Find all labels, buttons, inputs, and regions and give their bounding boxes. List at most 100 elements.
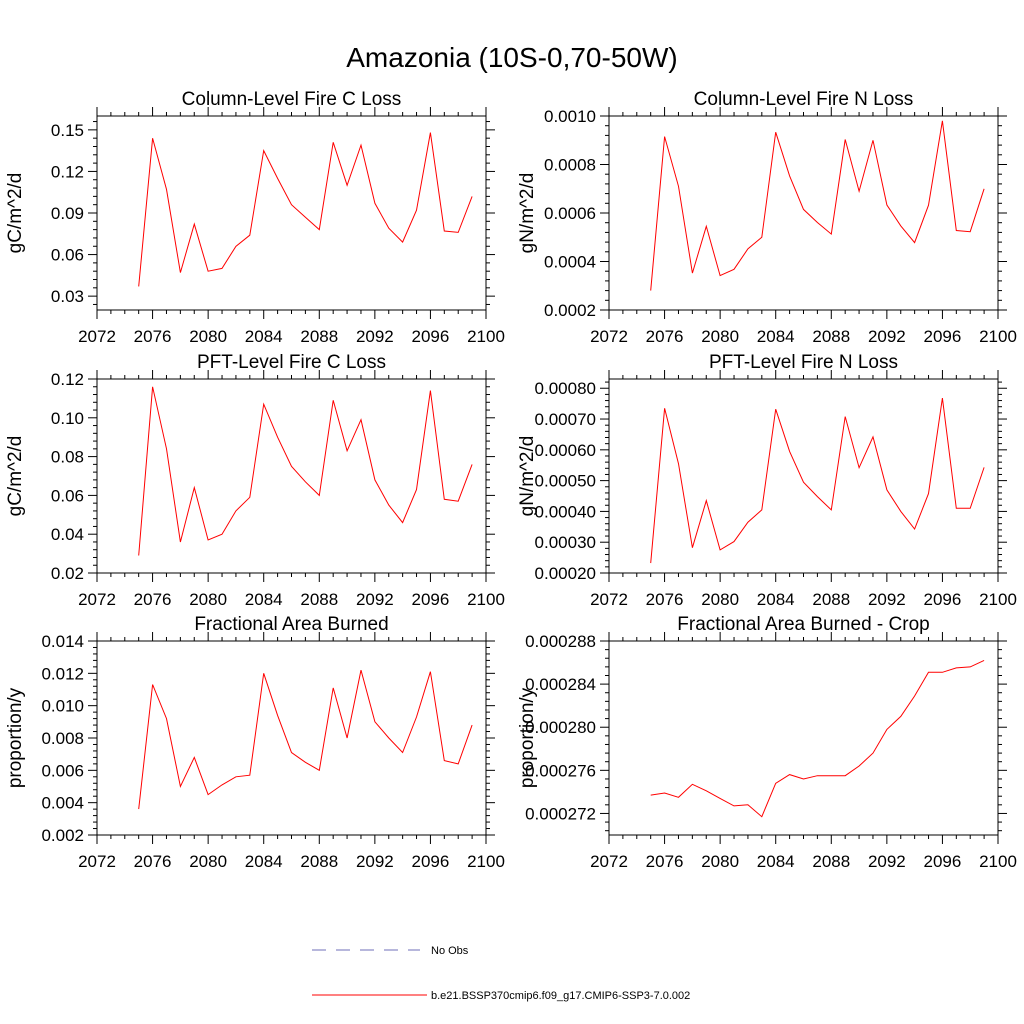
figure-title: Amazonia (10S-0,70-50W) <box>346 42 677 73</box>
chart-1-point <box>208 271 209 272</box>
chart-3-series-line <box>138 386 473 556</box>
chart-3-point <box>180 541 181 542</box>
chart-2-ytick-label: 0.0006 <box>544 204 596 223</box>
chart-4-ylabel: gN/m^2/d <box>517 436 538 517</box>
chart-3-point <box>374 479 375 480</box>
chart-6-point <box>650 795 651 796</box>
chart-6-ytick-label: 0.000272 <box>525 804 596 823</box>
chart-4-point <box>664 408 665 409</box>
chart-6-xtick-label: 2096 <box>924 852 962 871</box>
chart-5-point <box>305 762 306 763</box>
chart-4-point <box>775 409 776 410</box>
chart-3-xtick-label: 2088 <box>300 590 338 609</box>
chart-5-xtick-label: 2100 <box>467 852 505 871</box>
chart-5-point <box>180 786 181 787</box>
chart-4-point <box>859 467 860 468</box>
chart-5-point <box>291 752 292 753</box>
chart-5-ytick-label: 0.008 <box>41 729 84 748</box>
chart-6-point <box>692 784 693 785</box>
chart-3-ytick-label: 0.08 <box>51 448 84 467</box>
chart-3-point <box>458 501 459 502</box>
chart-1-ytick-label: 0.06 <box>51 246 84 265</box>
chart-2-point <box>664 136 665 137</box>
chart-4-point <box>845 416 846 417</box>
chart-6-point <box>664 792 665 793</box>
chart-1-point <box>388 228 389 229</box>
chart-5-ytick-label: 0.010 <box>41 697 84 716</box>
chart-2-point <box>650 290 651 291</box>
chart-2-point <box>928 205 929 206</box>
chart-6-point <box>706 790 707 791</box>
chart-2-point <box>789 175 790 176</box>
chart-3-xtick-label: 2080 <box>189 590 227 609</box>
chart-2-point <box>831 234 832 235</box>
chart-2-point <box>706 226 707 227</box>
chart-4-point <box>900 511 901 512</box>
chart-5-point <box>472 725 473 726</box>
chart-5-point <box>221 784 222 785</box>
chart-4-point <box>886 489 887 490</box>
chart-1-point <box>277 178 278 179</box>
chart-3-point <box>166 448 167 449</box>
chart-3-point <box>319 495 320 496</box>
chart-1-point <box>221 268 222 269</box>
chart-6-point <box>831 775 832 776</box>
chart-4-ytick-label: 0.00030 <box>535 533 596 552</box>
chart-3-xtick-label: 2100 <box>467 590 505 609</box>
chart-2-point <box>886 204 887 205</box>
chart-1-point <box>166 189 167 190</box>
chart-2-point <box>900 225 901 226</box>
chart-4-ytick-label: 0.00060 <box>535 441 596 460</box>
chart-3-point <box>472 464 473 465</box>
chart-1-point <box>319 229 320 230</box>
chart-5-point <box>249 775 250 776</box>
chart-1-xtick-label: 2100 <box>467 327 505 346</box>
chart-6-point <box>845 775 846 776</box>
chart-6-point <box>859 765 860 766</box>
chart-6-ytick-label: 0.000288 <box>525 632 596 651</box>
chart-6-point <box>803 778 804 779</box>
chart-4-point <box>761 509 762 510</box>
chart-1-point <box>458 232 459 233</box>
chart-5-ytick-label: 0.014 <box>41 632 84 651</box>
legend-label-no-obs: No Obs <box>431 945 469 957</box>
chart-1-ytick-label: 0.09 <box>51 204 84 223</box>
chart-5-point <box>360 670 361 671</box>
chart-5-point <box>194 757 195 758</box>
chart-1-point <box>138 286 139 287</box>
chart-2-point <box>942 120 943 121</box>
chart-5-point <box>138 809 139 810</box>
chart-6-point <box>928 672 929 673</box>
chart-3-point <box>221 534 222 535</box>
chart-1-point <box>347 185 348 186</box>
chart-4-xtick-label: 2096 <box>924 590 962 609</box>
chart-6-point <box>914 695 915 696</box>
chart-1-series-line <box>138 132 473 287</box>
chart-1-point <box>305 217 306 218</box>
chart-5-xtick-label: 2096 <box>412 852 450 871</box>
chart-4-point <box>872 436 873 437</box>
chart-5-xtick-label: 2088 <box>300 852 338 871</box>
chart-5-ytick-label: 0.006 <box>41 761 84 780</box>
chart-1-xtick-label: 2080 <box>189 327 227 346</box>
chart-4-point <box>706 500 707 501</box>
chart-2-ytick-label: 0.0002 <box>544 301 596 320</box>
chart-1-point <box>152 138 153 139</box>
chart-1-ytick-label: 0.15 <box>51 121 84 140</box>
chart-1-title: Column-Level Fire C Loss <box>182 89 402 110</box>
chart-4-point <box>817 496 818 497</box>
chart-6-ylabel: proportion/y <box>517 687 538 788</box>
chart-5-ytick-label: 0.012 <box>41 664 84 683</box>
chart-1-point <box>374 203 375 204</box>
chart-4-point <box>747 522 748 523</box>
chart-4-point <box>692 547 693 548</box>
chart-3-xtick-label: 2092 <box>356 590 394 609</box>
chart-2-point <box>747 248 748 249</box>
chart-3-point <box>152 386 153 387</box>
chart-3-point <box>305 481 306 482</box>
chart-5-title: Fractional Area Burned <box>194 614 388 635</box>
chart-6-series-line <box>650 659 985 818</box>
chart-3-point <box>194 487 195 488</box>
chart-5-point <box>430 671 431 672</box>
